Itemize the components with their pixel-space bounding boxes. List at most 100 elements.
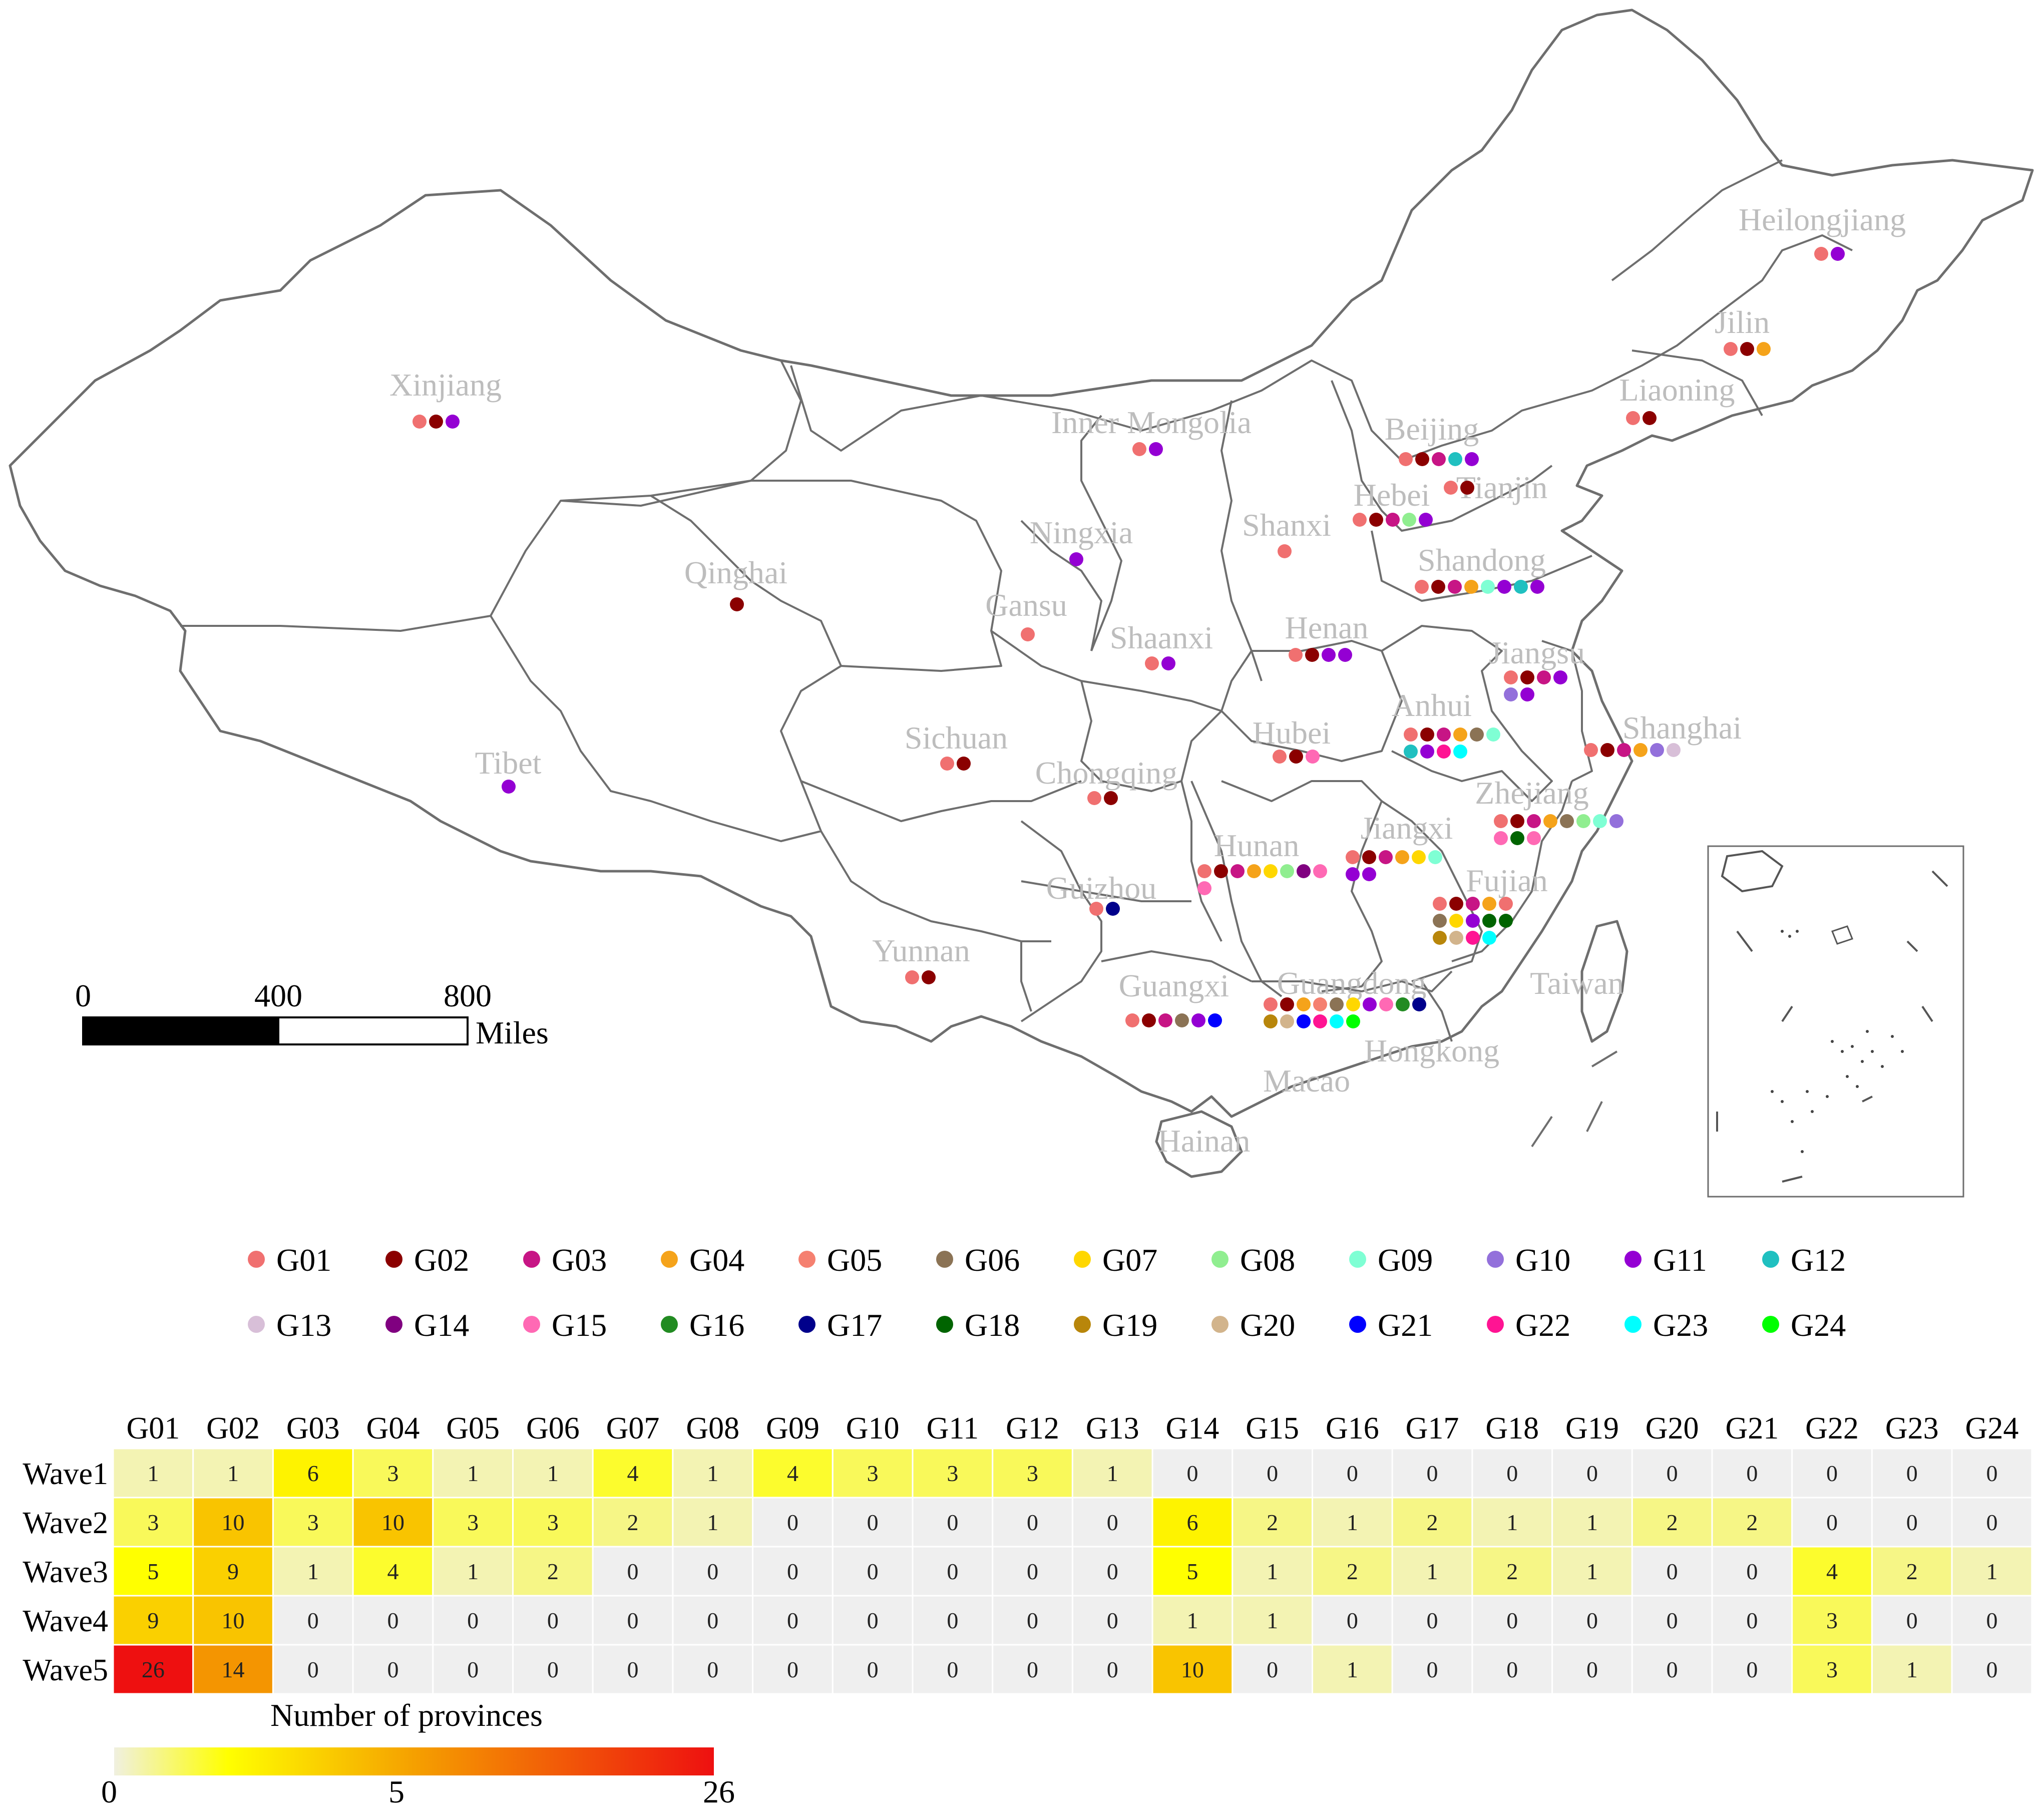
heatmap-cell-wave3-g08 xyxy=(672,1546,754,1597)
heatmap-cell-wave4-g24 xyxy=(1951,1595,2033,1646)
group-legend: G01 G02 G03 G04 G05 G06 G07 G08 G09 G10 G11 G12 G13 G… xyxy=(248,1242,1846,1343)
legend-label: G20 xyxy=(1240,1307,1295,1343)
heatmap-value: 0 xyxy=(1986,1461,1997,1486)
heatmap-value: 0 xyxy=(1746,1461,1758,1486)
legend-item-g11: G11 xyxy=(1624,1242,1707,1278)
legend-swatch xyxy=(798,1316,815,1333)
dot-shandong-g03 xyxy=(1448,580,1462,594)
dot-zhejiang-g10 xyxy=(1609,814,1623,828)
dot-jiangsu-g03 xyxy=(1537,670,1551,684)
colorbar-tick-0: 0 xyxy=(101,1774,117,1807)
heatmap-row-label-wave1: Wave1 xyxy=(23,1457,108,1491)
heatmap-cell-wave3-g02 xyxy=(192,1546,274,1597)
heatmap-value: 0 xyxy=(787,1559,798,1584)
legend-label: G10 xyxy=(1515,1242,1570,1278)
heatmap-value: 1 xyxy=(707,1510,718,1535)
legend-label: G19 xyxy=(1102,1307,1157,1343)
dot-shandong-g01 xyxy=(1415,580,1429,594)
legend-swatch xyxy=(1211,1316,1229,1333)
dot-jiangxi-g03 xyxy=(1379,850,1393,864)
legend-swatch xyxy=(523,1316,540,1333)
heatmap-cell-wave4-g21 xyxy=(1711,1595,1793,1646)
heatmap-value: 3 xyxy=(1826,1608,1838,1633)
scale-bar: 0 400 800 Miles xyxy=(75,978,549,1050)
heatmap-cell-wave4-g02 xyxy=(192,1595,274,1646)
taiwan-outline xyxy=(1580,920,1628,1043)
heatmap-col-label-g18: G18 xyxy=(1485,1411,1539,1445)
scale-tick-0: 0 xyxy=(75,978,91,1013)
wave-group-heatmap: G01 G02 G03 G04 G05 G06 G07 G08 G09 G10 G11 G12 G13 G… xyxy=(23,1411,2033,1695)
heatmap-value: 2 xyxy=(627,1510,639,1535)
dot-zhejiang-g18 xyxy=(1510,831,1524,845)
heatmap-value: 0 xyxy=(467,1608,479,1633)
dot-jilin-g04 xyxy=(1757,342,1771,356)
province-label-gansu: Gansu xyxy=(985,587,1067,623)
heatmap-cell-wave3-g04 xyxy=(352,1546,434,1597)
heatmap-value: 0 xyxy=(787,1608,798,1633)
legend-swatch xyxy=(523,1251,540,1268)
dot-fujian-g23 xyxy=(1482,931,1496,945)
dot-beijing-g01 xyxy=(1399,452,1413,466)
legend-swatch xyxy=(1624,1251,1642,1268)
heatmap-value: 3 xyxy=(547,1510,559,1535)
heatmap-value: 3 xyxy=(1826,1657,1838,1682)
dot-jiangsu-g01 xyxy=(1504,670,1518,684)
dot-xinjiang-g01 xyxy=(413,415,427,429)
heatmap-value: 2 xyxy=(1427,1510,1438,1535)
heatmap-cell-wave2-g16 xyxy=(1312,1497,1393,1548)
heatmap-value: 0 xyxy=(1186,1461,1198,1486)
heatmap-value: 1 xyxy=(1586,1510,1598,1535)
dot-xinjiang-g02 xyxy=(429,415,443,429)
heatmap-cell-wave2-g14 xyxy=(1151,1497,1234,1548)
heatmap-value: 0 xyxy=(387,1657,398,1682)
heatmap-col-label-g16: G16 xyxy=(1326,1411,1379,1445)
heatmap-value: 10 xyxy=(222,1510,245,1535)
heatmap-value: 0 xyxy=(307,1608,319,1633)
heatmap-cell-wave5-g10 xyxy=(832,1644,914,1695)
dot-fujian-g20 xyxy=(1449,931,1463,945)
dot-guangdong-g17 xyxy=(1412,997,1426,1011)
heatmap-value: 0 xyxy=(1986,1657,1997,1682)
dot-jiangsu-g11 xyxy=(1520,687,1534,701)
province-label-jilin: Jilin xyxy=(1715,304,1770,340)
heatmap-cell-wave3-g15 xyxy=(1232,1546,1314,1597)
legend-item-g07: G07 xyxy=(1074,1242,1157,1278)
province-label-henan: Henan xyxy=(1285,610,1368,645)
heatmap-col-label-g24: G24 xyxy=(1965,1411,2019,1445)
heatmap-cell-wave1-g12 xyxy=(992,1448,1073,1499)
legend-item-g04: G04 xyxy=(661,1242,744,1278)
dot-heilongjiang-g01 xyxy=(1814,247,1828,261)
legend-swatch xyxy=(1074,1316,1091,1333)
heatmap-value: 0 xyxy=(947,1608,958,1633)
province-label-zhejiang: Zhejiang xyxy=(1475,775,1588,811)
heatmap-cell-wave5-g01 xyxy=(112,1644,194,1695)
heatmap-value: 0 xyxy=(1027,1510,1038,1535)
dot-henan-g11 xyxy=(1322,648,1336,662)
heatmap-cell-wave4-g10 xyxy=(832,1595,914,1646)
heatmap-cell-wave1-g08 xyxy=(672,1448,754,1499)
heatmap-value: 1 xyxy=(1586,1559,1598,1584)
legend-swatch xyxy=(385,1316,402,1333)
heatmap-cell-wave1-g05 xyxy=(432,1448,514,1499)
heatmap-value: 0 xyxy=(1027,1657,1038,1682)
province-label-yunnan: Yunnan xyxy=(872,933,970,968)
scale-unit: Miles xyxy=(476,1015,549,1050)
heatmap-value: 3 xyxy=(867,1461,879,1486)
dot-fujian-g19 xyxy=(1433,931,1447,945)
dot-shanghai-g02 xyxy=(1600,743,1614,757)
dot-jiangsu-g11 xyxy=(1553,670,1567,684)
province-borders xyxy=(180,159,1853,1042)
province-label-hunan: Hunan xyxy=(1214,828,1300,863)
dot-fujian-g22 xyxy=(1466,931,1480,945)
province-label-inner-mongolia: Inner Mongolia xyxy=(1051,405,1252,440)
heatmap-value: 0 xyxy=(547,1608,559,1633)
legend-item-g02: G02 xyxy=(385,1242,469,1278)
heatmap-cell-wave2-g12 xyxy=(992,1497,1073,1548)
heatmap-value: 9 xyxy=(227,1559,239,1584)
dot-beijing-g12 xyxy=(1448,452,1462,466)
province-label-jiangxi: Jiangxi xyxy=(1361,810,1453,846)
heatmap-cell-wave3-g10 xyxy=(832,1546,914,1597)
legend-label: G16 xyxy=(689,1307,744,1343)
colorbar-gradient xyxy=(114,1747,714,1775)
heatmap-cell-wave2-g04 xyxy=(352,1497,434,1548)
